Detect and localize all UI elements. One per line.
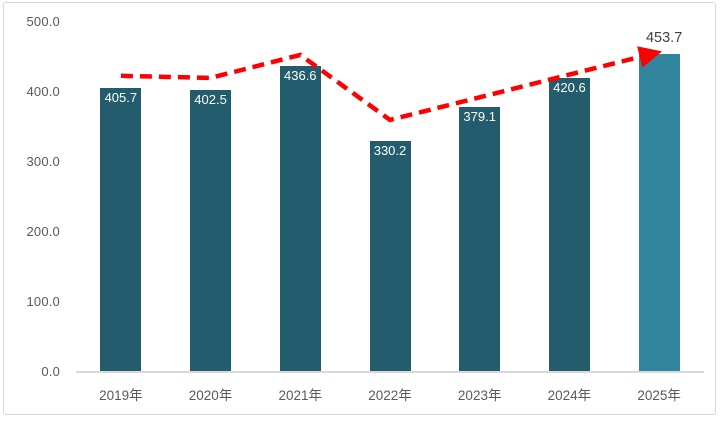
x-axis-category-label: 2023年 bbox=[457, 388, 502, 403]
x-axis-category-label: 2024年 bbox=[547, 388, 592, 403]
bar-2020年 bbox=[190, 90, 232, 372]
x-axis-category-label: 2022年 bbox=[368, 388, 412, 403]
bar-value-label: 330.2 bbox=[373, 142, 407, 158]
y-axis-tick-label: 0.0 bbox=[41, 363, 60, 379]
bar-2023年 bbox=[459, 106, 501, 372]
x-axis-line bbox=[76, 371, 704, 373]
y-axis-tick-label: 100.0 bbox=[26, 293, 60, 309]
y-axis-tick-label: 400.0 bbox=[26, 83, 60, 99]
bar-2019年 bbox=[100, 87, 142, 372]
bar-2022年 bbox=[369, 140, 411, 372]
y-axis-tick-label: 300.0 bbox=[26, 153, 60, 169]
bar-value-label: 420.6 bbox=[553, 79, 586, 95]
bar-2025年 bbox=[638, 54, 680, 372]
x-axis-category-label: 2020年 bbox=[188, 388, 233, 403]
bar-value-label: 405.7 bbox=[104, 89, 138, 105]
x-axis-category-label: 2021年 bbox=[278, 388, 323, 403]
bar-2024年 bbox=[548, 77, 590, 372]
bar-value-label: 453.7 bbox=[645, 30, 683, 47]
x-axis-category-label: 2019年 bbox=[99, 388, 143, 403]
y-axis-tick-label: 200.0 bbox=[26, 223, 60, 239]
x-axis-category-label: 2025年 bbox=[637, 388, 681, 403]
bar-value-label: 436.6 bbox=[284, 68, 317, 84]
bar-2021年 bbox=[279, 66, 321, 372]
y-axis-tick-label: 500.0 bbox=[26, 14, 60, 29]
bar-value-label: 379.1 bbox=[463, 108, 496, 124]
bar-value-label: 402.5 bbox=[194, 92, 227, 108]
